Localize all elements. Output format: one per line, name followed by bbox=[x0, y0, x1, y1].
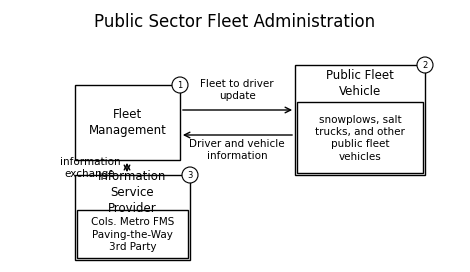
Text: Fleet to driver
update: Fleet to driver update bbox=[200, 79, 274, 101]
Text: 1: 1 bbox=[177, 81, 183, 89]
Bar bbox=[75, 175, 190, 260]
Text: snowplows, salt
trucks, and other
public fleet
vehicles: snowplows, salt trucks, and other public… bbox=[315, 115, 405, 162]
Text: information
exchange: information exchange bbox=[60, 157, 120, 179]
Bar bbox=[77, 210, 188, 258]
Text: Cols. Metro FMS
Paving-the-Way
3rd Party: Cols. Metro FMS Paving-the-Way 3rd Party bbox=[91, 217, 174, 252]
Text: 3: 3 bbox=[188, 171, 193, 180]
Text: Driver and vehicle
information: Driver and vehicle information bbox=[189, 139, 285, 161]
Bar bbox=[295, 65, 425, 175]
Bar bbox=[297, 102, 423, 173]
Text: Information
Service
Provider: Information Service Provider bbox=[98, 169, 167, 215]
Bar bbox=[75, 85, 180, 160]
Circle shape bbox=[182, 167, 198, 183]
Text: Public Sector Fleet Administration: Public Sector Fleet Administration bbox=[94, 13, 376, 31]
Circle shape bbox=[417, 57, 433, 73]
Text: Public Fleet
Vehicle: Public Fleet Vehicle bbox=[326, 69, 394, 98]
Text: Fleet
Management: Fleet Management bbox=[88, 108, 166, 137]
Circle shape bbox=[172, 77, 188, 93]
Text: 2: 2 bbox=[423, 60, 428, 70]
